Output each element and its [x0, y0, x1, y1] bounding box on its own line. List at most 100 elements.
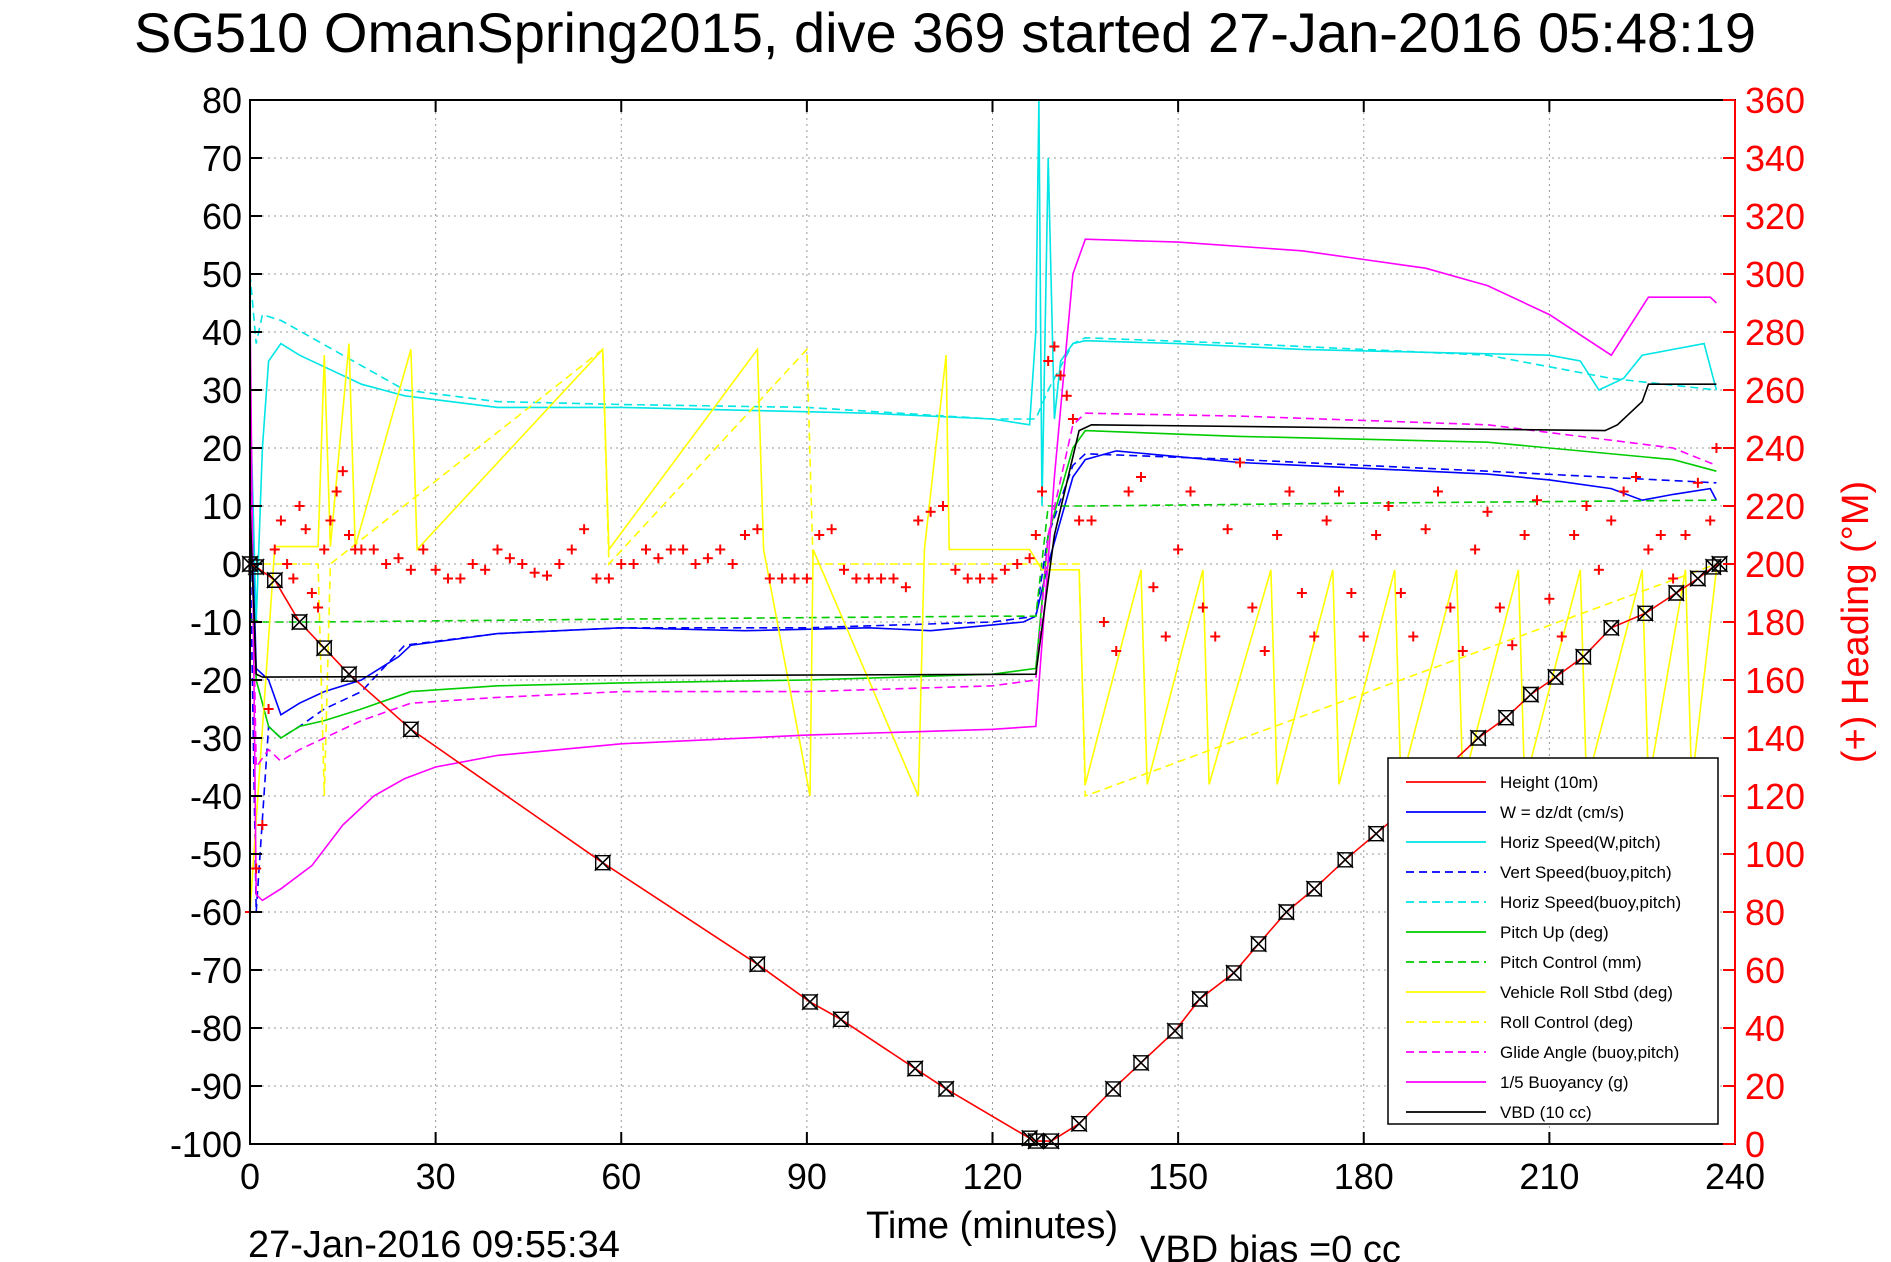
- y-tick-label: 20: [202, 428, 242, 469]
- series-pitch-up-deg: [249, 429, 1717, 740]
- height-marker: [1522, 685, 1540, 704]
- heading-point: [888, 573, 899, 584]
- legend-entry: Roll Control (deg): [1406, 1013, 1633, 1032]
- heading-point: [1692, 477, 1703, 488]
- heading-point: [616, 559, 627, 569]
- legend-label: Pitch Up (deg): [1500, 923, 1609, 942]
- height-marker: [340, 665, 358, 683]
- heading-point: [405, 564, 416, 575]
- y-tick-label: 70: [202, 138, 242, 179]
- heading-point: [1160, 631, 1171, 642]
- heading-point: [1544, 593, 1555, 604]
- series-height-10m: [249, 563, 1720, 1142]
- y-tick-label: 10: [202, 486, 242, 527]
- heading-point: [554, 559, 565, 569]
- vbd-bias-footer: VBD bias =0 cc: [1140, 1229, 1401, 1262]
- heading-point: [1593, 564, 1604, 575]
- y-tick-label: 40: [202, 312, 242, 353]
- heading-markers: [245, 341, 1722, 917]
- legend-label: Pitch Control (mm): [1500, 953, 1642, 972]
- y-tick-label: -40: [190, 776, 242, 817]
- heading-point: [1024, 553, 1035, 564]
- height-marker: [1602, 619, 1620, 637]
- y-tick-label: -10: [190, 602, 242, 643]
- heading-point: [1705, 515, 1716, 526]
- right-y-tick-label: 320: [1745, 196, 1805, 237]
- gridlines: [250, 100, 1735, 1144]
- series-horiz-speed-w-pitch: [249, 99, 1718, 623]
- y-tick-label: -50: [190, 834, 242, 875]
- heading-point: [975, 573, 986, 584]
- heading-point: [1197, 602, 1208, 613]
- y-tick-label: 60: [202, 196, 242, 237]
- heading-point: [1148, 582, 1159, 593]
- heading-point: [1358, 631, 1369, 642]
- y-tick-label: 30: [202, 370, 242, 411]
- heading-point: [740, 530, 750, 540]
- right-y-tick-label: 80: [1745, 892, 1785, 933]
- height-marker: [402, 720, 420, 738]
- legend-entry: Pitch Control (mm): [1406, 953, 1642, 972]
- heading-point: [727, 559, 738, 569]
- height-marker: [906, 1059, 924, 1078]
- heading-point: [1043, 356, 1054, 366]
- heading-point: [1631, 472, 1641, 482]
- height-marker: [1636, 604, 1654, 622]
- x-axis-ticks: 0 30 60 90 120 150 180 210 240: [240, 100, 1765, 1197]
- heading-point: [251, 863, 262, 874]
- height-marker: [801, 993, 819, 1011]
- series-layer: [249, 99, 1720, 1142]
- y-tick-label: -90: [190, 1066, 242, 1107]
- heading-point: [368, 544, 379, 555]
- height-marker: [1020, 1129, 1039, 1147]
- heading-point: [752, 524, 763, 535]
- heading-point: [1309, 631, 1320, 642]
- heading-point: [1711, 443, 1722, 453]
- heading-point: [1061, 390, 1072, 401]
- heading-point: [826, 524, 837, 535]
- heading-point: [294, 501, 305, 511]
- heading-point: [331, 486, 342, 497]
- heading-point: [715, 544, 726, 555]
- legend-label: Horiz Speed(W,pitch): [1500, 833, 1661, 852]
- height-marker: [1546, 668, 1565, 686]
- heading-point: [789, 573, 800, 584]
- heading-point: [1074, 515, 1085, 526]
- heading-point: [337, 466, 348, 477]
- heading-point: [1296, 588, 1307, 598]
- right-y-tick-label: 360: [1745, 80, 1805, 121]
- right-y-tick-label: 180: [1745, 602, 1805, 643]
- right-y-tick-label: 120: [1745, 776, 1805, 817]
- series-pitch-control-mm: [249, 499, 1717, 623]
- heading-point: [517, 559, 528, 569]
- heading-point: [1507, 640, 1518, 651]
- heading-point: [269, 544, 280, 555]
- height-marker: [241, 555, 259, 573]
- x-tick-label: 60: [601, 1156, 641, 1197]
- heading-point: [1668, 573, 1679, 584]
- heading-point: [288, 573, 299, 584]
- legend-label: Vehicle Roll Stbd (deg): [1500, 983, 1673, 1002]
- heading-point: [1222, 524, 1233, 535]
- heading-point: [1643, 544, 1654, 555]
- height-marker: [1469, 729, 1487, 747]
- y-tick-label: -100: [170, 1124, 242, 1165]
- heading-point: [1321, 515, 1332, 526]
- height-marker: [832, 1010, 850, 1028]
- height-marker: [1710, 555, 1729, 573]
- right-y-tick-label: 280: [1745, 312, 1805, 353]
- heading-point: [1173, 544, 1184, 555]
- height-marker: [1574, 648, 1593, 666]
- height-marker: [315, 639, 333, 657]
- right-y-tick-label: 20: [1745, 1066, 1785, 1107]
- right-y-axis-label: (+) Heading (°M): [1835, 481, 1877, 763]
- heading-point: [1445, 602, 1456, 613]
- y-tick-label: -80: [190, 1008, 242, 1049]
- right-y-tick-label: 240: [1745, 428, 1805, 469]
- legend-label: Horiz Speed(buoy,pitch): [1500, 893, 1681, 912]
- right-y-tick-label: 140: [1745, 718, 1805, 759]
- legend-label: Glide Angle (buoy,pitch): [1500, 1043, 1679, 1062]
- heading-point: [863, 573, 874, 584]
- heading-point: [1532, 495, 1542, 506]
- legend-entry: 1/5 Buoyancy (g): [1406, 1073, 1629, 1092]
